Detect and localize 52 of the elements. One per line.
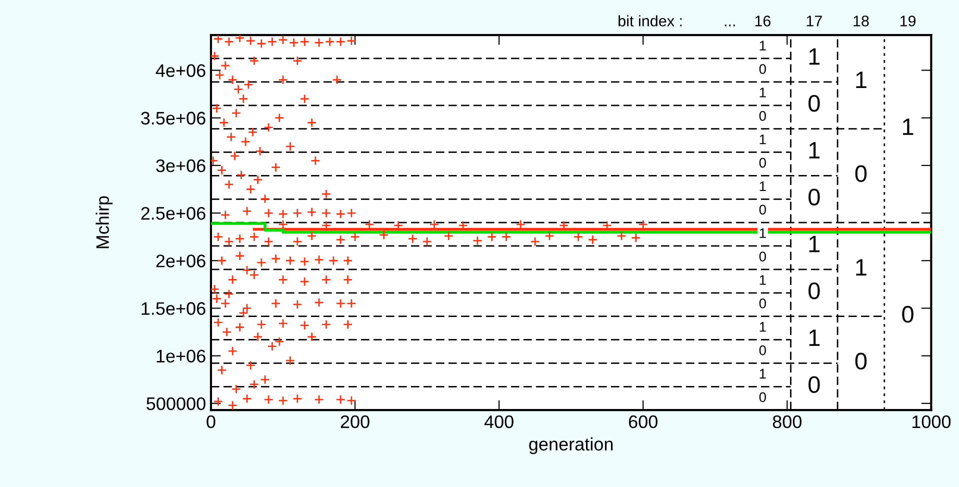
- text: 18: [854, 16, 869, 26]
- annotation: 1: [760, 181, 766, 191]
- annotation: 1: [760, 322, 766, 332]
- y-tick-label: 500000: [146, 397, 206, 410]
- annotation: 1: [760, 134, 766, 144]
- x-tick-label: 600: [628, 415, 658, 428]
- x-tick-label: 800: [772, 415, 802, 428]
- text: ...: [724, 24, 735, 26]
- y-tick-label: 3e+06: [156, 159, 206, 172]
- x-tick-label: 0: [206, 415, 216, 428]
- annotation: 1: [809, 48, 820, 65]
- annotation: 1: [760, 40, 766, 50]
- annotation: 1: [903, 118, 914, 135]
- annotation: 0: [759, 64, 766, 74]
- annotation: 0: [759, 110, 766, 121]
- annotation: 1: [856, 72, 866, 88]
- x-axis-title: generation: [529, 437, 613, 454]
- x-tick-label: 400: [484, 415, 514, 428]
- y-tick-label: 2.5e+06: [141, 206, 206, 220]
- y-tick-label: 1.5e+06: [142, 302, 206, 315]
- text: 17: [806, 16, 822, 26]
- text: 19: [900, 16, 916, 26]
- annotation: 0: [759, 158, 766, 168]
- y-tick-label: 2e+06: [156, 254, 206, 268]
- y-tick-label: 3.5e+06: [141, 112, 206, 125]
- annotation: 1: [760, 368, 766, 378]
- annotation: 1: [760, 275, 766, 285]
- y-tick-label: 1e+06: [156, 350, 206, 363]
- annotation: 1: [760, 228, 766, 238]
- annotation: 0: [759, 204, 766, 215]
- annotation: 0: [759, 345, 766, 356]
- text: 16: [755, 16, 770, 26]
- annotation: 1: [809, 236, 820, 252]
- annotation: 1: [809, 330, 820, 346]
- annotation: 1: [856, 259, 866, 276]
- annotation: 0: [808, 376, 820, 393]
- annotation: 0: [808, 188, 820, 206]
- annotation: 0: [759, 298, 766, 308]
- annotation: 1: [809, 142, 820, 158]
- y-axis-title: Mchirp: [96, 196, 113, 248]
- annotation: 0: [855, 352, 867, 370]
- x-tick-label: 1000: [912, 415, 951, 428]
- annotation: 0: [759, 252, 766, 262]
- text: bit index :: [618, 15, 682, 26]
- x-tick-label: 200: [340, 415, 370, 428]
- annotation: 0: [759, 392, 766, 402]
- annotation: 0: [808, 282, 820, 300]
- annotation: 0: [808, 94, 820, 112]
- y-tick-label: 4e+06: [156, 64, 206, 77]
- annotation: 0: [902, 306, 914, 323]
- annotation: 0: [855, 165, 867, 182]
- annotation: 1: [760, 88, 766, 98]
